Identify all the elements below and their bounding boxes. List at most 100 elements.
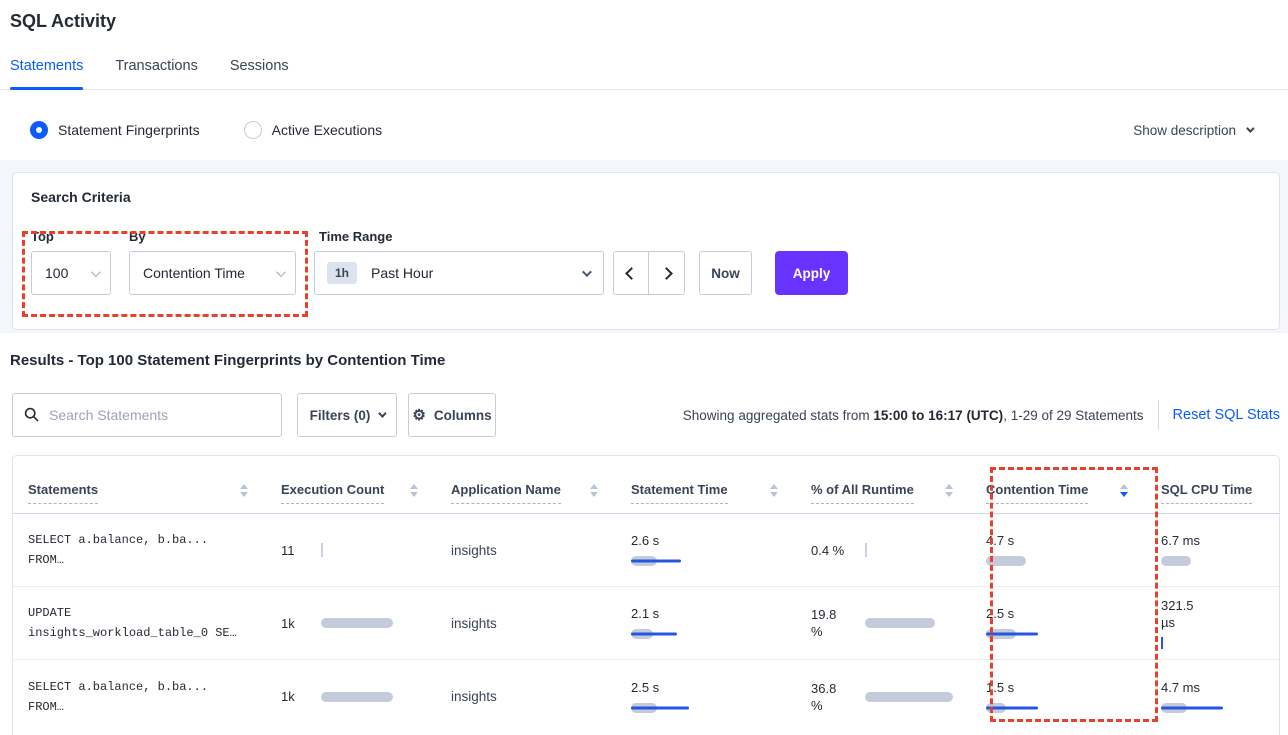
application-name-cell: insights <box>451 615 497 631</box>
pct-runtime-bar <box>865 543 867 557</box>
time-range-select[interactable]: 1h Past Hour <box>314 251 604 295</box>
divider <box>1157 400 1159 430</box>
statement-link[interactable]: SELECT a.balance, b.ba... FROM… <box>28 533 209 567</box>
execution-count-bar <box>321 690 393 704</box>
search-icon <box>24 407 39 427</box>
table-header-row: Statements Execution Count Application N… <box>13 456 1279 514</box>
sort-icon[interactable] <box>410 484 418 497</box>
sql-cpu-time-cell: 4.7 ms <box>1146 660 1279 733</box>
tab-statements[interactable]: Statements <box>10 58 84 90</box>
tab-bar: Statements Transactions Sessions <box>0 58 1288 90</box>
column-header-application-name[interactable]: Application Name <box>436 456 616 513</box>
contention-time-cell: 1.5 s <box>971 660 1146 733</box>
statement-time-cell: 2.6 s <box>616 514 796 586</box>
by-select-value: Contention Time <box>143 265 245 281</box>
radio-active-executions[interactable]: Active Executions <box>243 121 382 139</box>
contention-time-bar <box>986 627 1146 641</box>
radio-selected-icon[interactable] <box>30 121 48 139</box>
apply-button[interactable]: Apply <box>775 251 848 295</box>
sql-cpu-time-cell: 6.7 ms <box>1146 514 1279 586</box>
chevron-down-icon <box>1246 124 1255 133</box>
execution-count-bar <box>321 616 393 630</box>
sort-icon[interactable] <box>770 484 778 497</box>
time-range-label: Time Range <box>319 229 393 244</box>
statement-link[interactable]: UPDATE insights_workload_table_0 SE… <box>28 606 237 640</box>
filters-button-label: Filters (0) <box>309 407 371 423</box>
show-description-toggle[interactable]: Show description <box>1133 122 1255 138</box>
time-range-badge: 1h <box>327 262 358 284</box>
pct-runtime-bar <box>865 616 935 630</box>
column-header-pct-of-all-runtime[interactable]: % of All Runtime <box>796 456 971 513</box>
contention-time-bar <box>986 701 1146 715</box>
results-heading: Results - Top 100 Statement Fingerprints… <box>10 352 446 369</box>
search-statements-field <box>12 393 282 437</box>
column-header-statements[interactable]: Statements <box>13 456 266 513</box>
radio-statement-fingerprints[interactable]: Statement Fingerprints <box>30 121 200 139</box>
show-description-label: Show description <box>1133 122 1236 138</box>
sql-cpu-time-bar <box>1161 636 1279 650</box>
top-select-value: 100 <box>45 265 69 281</box>
chevron-down-icon <box>581 266 592 277</box>
pct-runtime-cell: 36.8 % <box>796 660 971 733</box>
radio-label: Statement Fingerprints <box>58 122 200 138</box>
now-button[interactable]: Now <box>699 251 752 295</box>
contention-time-cell: 4.7 s <box>971 514 1146 586</box>
sort-icon[interactable] <box>590 484 598 497</box>
results-toolbar: Filters (0) ⚙ Columns Showing aggregated… <box>0 393 1288 437</box>
search-statements-input[interactable] <box>12 393 282 437</box>
radio-unselected-icon[interactable] <box>243 121 262 139</box>
sql-cpu-time-bar <box>1161 701 1279 715</box>
statement-link[interactable]: SELECT a.balance, b.ba... FROM… <box>28 679 209 714</box>
pct-runtime-cell: 19.8 % <box>796 587 971 659</box>
application-name-cell: insights <box>451 542 497 558</box>
chevron-left-icon <box>624 266 638 280</box>
chevron-down-icon <box>378 409 388 418</box>
top-label: Top <box>31 229 54 244</box>
sql-cpu-time-bar <box>1161 554 1279 568</box>
contention-time-cell: 2.5 s <box>971 587 1146 659</box>
columns-button[interactable]: ⚙ Columns <box>408 393 496 437</box>
by-label: By <box>129 229 146 244</box>
toolbar-right: Showing aggregated stats from 15:00 to 1… <box>683 393 1280 437</box>
by-select[interactable]: Contention Time <box>129 251 296 295</box>
page-title: SQL Activity <box>10 11 117 31</box>
column-header-sql-cpu-time[interactable]: SQL CPU Time <box>1146 456 1279 513</box>
pct-runtime-cell: 0.4 % <box>796 514 971 586</box>
statement-time-bar <box>631 701 796 715</box>
table-row: SELECT a.balance, b.ba... FROM… 11 insig… <box>13 514 1279 587</box>
execution-count-cell: 1k <box>266 660 436 733</box>
time-range-arrows <box>613 251 685 295</box>
sort-icon[interactable] <box>945 484 953 497</box>
view-toggle-bar: Statement Fingerprints Active Executions… <box>0 100 1288 160</box>
table-row: SELECT a.balance, b.ba... FROM… 1k insig… <box>13 660 1279 733</box>
time-range-next-button[interactable] <box>649 252 684 294</box>
search-criteria-card: Search Criteria Top By Time Range 100 Co… <box>12 172 1280 330</box>
chevron-right-icon <box>660 266 673 280</box>
statements-table: Statements Execution Count Application N… <box>12 455 1280 735</box>
statement-time-bar <box>631 627 796 641</box>
pct-runtime-bar <box>865 690 953 704</box>
sort-icon[interactable] <box>240 484 248 497</box>
sort-icon-active-desc[interactable] <box>1120 484 1128 497</box>
execution-count-cell: 1k <box>266 587 436 659</box>
execution-count-cell: 11 <box>266 514 436 586</box>
contention-time-bar <box>986 554 1146 568</box>
statement-time-bar <box>631 554 796 568</box>
time-range-value: Past Hour <box>371 265 434 281</box>
tab-transactions[interactable]: Transactions <box>115 58 198 74</box>
sql-cpu-time-cell: 321.5 µs <box>1146 587 1279 659</box>
column-header-statement-time[interactable]: Statement Time <box>616 456 796 513</box>
top-select[interactable]: 100 <box>31 251 111 295</box>
statement-time-cell: 2.5 s <box>616 660 796 733</box>
column-header-execution-count[interactable]: Execution Count <box>266 456 436 513</box>
application-name-cell: insights <box>451 689 497 704</box>
reset-sql-stats-link[interactable]: Reset SQL Stats <box>1172 407 1280 423</box>
column-header-contention-time[interactable]: Contention Time <box>971 456 1146 513</box>
execution-count-bar <box>321 543 323 557</box>
filters-button[interactable]: Filters (0) <box>297 393 397 437</box>
time-range-prev-button[interactable] <box>614 252 649 294</box>
columns-button-label: Columns <box>433 407 492 423</box>
tab-sessions[interactable]: Sessions <box>229 58 289 74</box>
chevron-down-icon <box>90 266 101 277</box>
